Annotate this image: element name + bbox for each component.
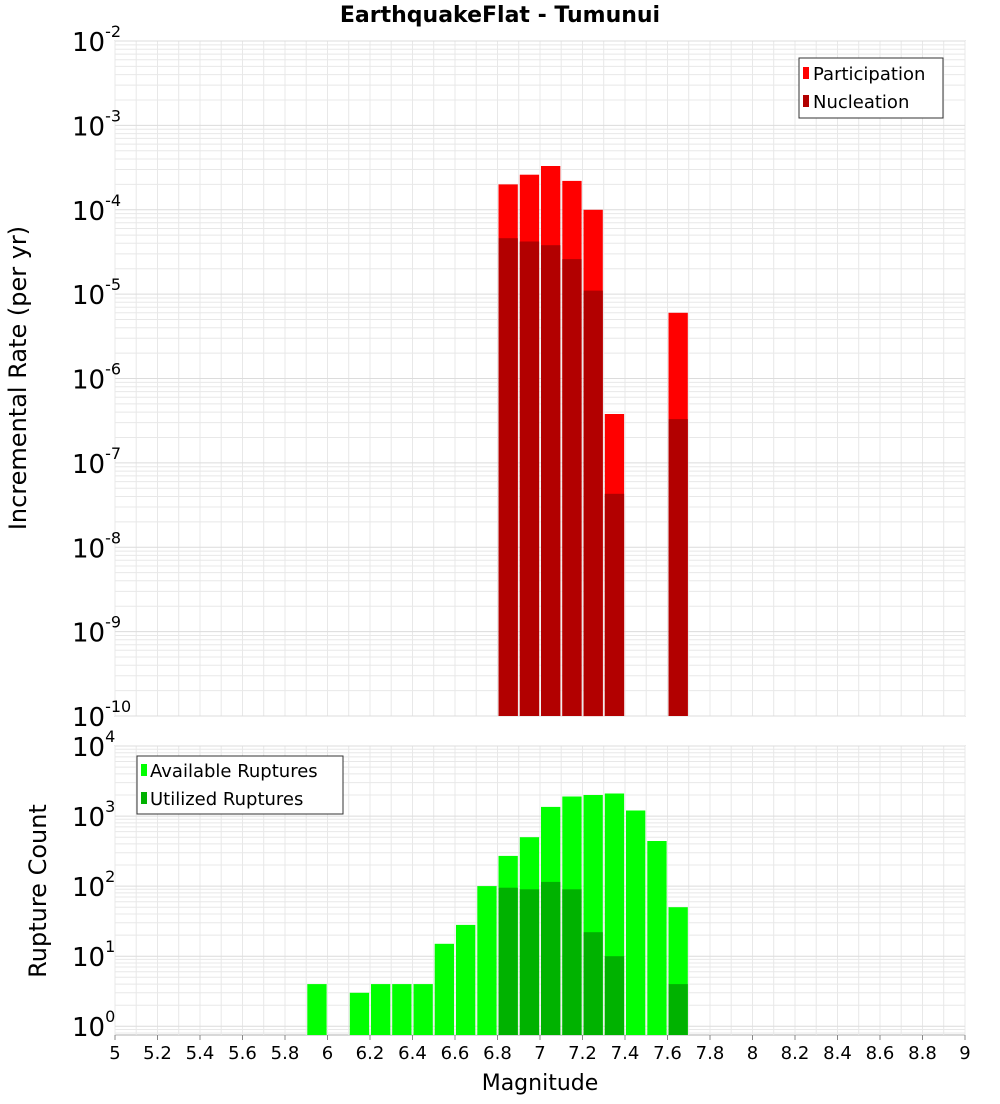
- count-y-tick-label: 102: [72, 867, 115, 903]
- x-tick-label: 6.2: [356, 1043, 385, 1064]
- rate-y-tick-labels: 10-2 10-3 10-4 10-5 10-6 10-7 10-8 10-9 10-10: [72, 22, 131, 733]
- count-bar-utilized-ruptures: [583, 932, 603, 1035]
- count-panel: 104 103 102 101 100 5 5.2 5.4 5.6 5.8 6 6.2 6.4 6.6 6…: [24, 727, 971, 1096]
- x-tick-label: 8.8: [908, 1043, 937, 1064]
- count-bar-utilized-ruptures: [604, 956, 625, 1035]
- rate-grid: [114, 40, 966, 717]
- count-y-tick-label: 103: [72, 797, 115, 833]
- legend-available-swatch: [141, 764, 147, 776]
- count-bar-utilized-ruptures: [541, 881, 561, 1035]
- x-tick-label: 5.6: [228, 1043, 257, 1064]
- rate-y-tick-label: 10-8: [72, 528, 121, 564]
- rate-y-tick-label: 10-7: [72, 444, 121, 480]
- x-tick-label: 5.2: [143, 1043, 172, 1064]
- count-bar-available-ruptures: [413, 984, 433, 1035]
- count-bar-utilized-ruptures: [668, 984, 688, 1035]
- count-bar-available-ruptures: [434, 943, 454, 1035]
- rate-bar-nucleation: [541, 245, 561, 716]
- rate-bar-nucleation: [668, 419, 688, 716]
- x-tick-label: 8.2: [781, 1043, 810, 1064]
- x-tick-label: 6: [322, 1043, 333, 1064]
- count-bar-available-ruptures: [371, 984, 391, 1035]
- rate-bars: [498, 166, 688, 717]
- legend-utilized-label: Utilized Ruptures: [150, 789, 303, 810]
- count-bars: [307, 793, 688, 1035]
- rate-bar-nucleation: [562, 259, 582, 716]
- chart-title: EarthquakeFlat - Tumunui: [340, 3, 660, 28]
- count-y-tick-labels: 104 103 102 101 100: [72, 727, 115, 1043]
- x-tick-label: 7.2: [568, 1043, 597, 1064]
- rate-bar-nucleation: [604, 493, 625, 716]
- legend-participation-swatch: [803, 67, 809, 79]
- count-bar-available-ruptures: [392, 984, 412, 1035]
- x-tick-label: 5.8: [271, 1043, 300, 1064]
- count-bar-utilized-ruptures: [519, 889, 540, 1035]
- rate-y-tick-label: 10-2: [72, 22, 121, 58]
- x-tick-label: 7.8: [696, 1043, 725, 1064]
- rate-y-tick-label: 10-10: [72, 697, 131, 733]
- rate-bar-nucleation: [583, 290, 603, 716]
- x-tick-label: 6.8: [483, 1043, 512, 1064]
- count-bar-available-ruptures: [647, 841, 667, 1035]
- rate-bar-nucleation: [498, 238, 518, 716]
- count-bar-available-ruptures: [626, 810, 646, 1035]
- count-y-tick-label: 100: [72, 1007, 115, 1043]
- legend-nucleation-label: Nucleation: [813, 92, 909, 113]
- count-legend: Available Ruptures Utilized Ruptures: [136, 755, 344, 815]
- count-bar-utilized-ruptures: [562, 889, 582, 1035]
- legend-utilized-swatch: [141, 792, 147, 804]
- x-tick-label: 8.4: [823, 1043, 852, 1064]
- count-bar-available-ruptures: [349, 992, 370, 1035]
- legend-nucleation-swatch: [803, 95, 809, 107]
- rate-panel: 10-2 10-3 10-4 10-5 10-6 10-7 10-8 10-9 10-10 In…: [4, 22, 966, 733]
- count-x-tick-labels: 5 5.2 5.4 5.6 5.8 6 6.2 6.4 6.6 6.8 7 7.2 7.4 7.6 7.8 8…: [109, 1035, 971, 1064]
- count-legend-box: [136, 755, 344, 815]
- x-tick-label: 7: [534, 1043, 545, 1064]
- x-tick-label: 5.4: [186, 1043, 215, 1064]
- legend-participation-label: Participation: [813, 64, 925, 85]
- x-tick-label: 5: [109, 1043, 120, 1064]
- count-bar-utilized-ruptures: [498, 887, 518, 1035]
- rate-legend-box: [798, 57, 944, 119]
- rate-y-tick-label: 10-6: [72, 360, 121, 396]
- rate-y-tick-label: 10-3: [72, 106, 121, 142]
- count-bar-available-ruptures: [456, 924, 476, 1035]
- x-tick-label: 8: [747, 1043, 758, 1064]
- count-y-tick-label: 101: [72, 937, 115, 973]
- x-tick-label: 6.6: [441, 1043, 470, 1064]
- count-bar-available-ruptures: [307, 984, 327, 1035]
- legend-available-label: Available Ruptures: [150, 761, 318, 782]
- rate-bar-nucleation: [519, 241, 540, 716]
- rate-legend: Participation Nucleation: [798, 57, 944, 119]
- x-tick-label: 7.6: [653, 1043, 682, 1064]
- count-y-tick-label: 104: [72, 727, 115, 763]
- rate-y-tick-label: 10-5: [72, 275, 121, 311]
- x-tick-label: 8.6: [866, 1043, 895, 1064]
- x-axis-label: Magnitude: [482, 1071, 599, 1096]
- rate-y-tick-label: 10-9: [72, 613, 121, 649]
- rate-y-tick-label: 10-4: [72, 191, 121, 227]
- count-bar-available-ruptures: [477, 886, 497, 1035]
- x-tick-label: 6.4: [398, 1043, 427, 1064]
- x-tick-label: 7.4: [611, 1043, 640, 1064]
- count-y-axis-label: Rupture Count: [24, 804, 52, 978]
- rate-y-axis-label: Incremental Rate (per yr): [4, 226, 32, 530]
- x-tick-label: 9: [959, 1043, 970, 1064]
